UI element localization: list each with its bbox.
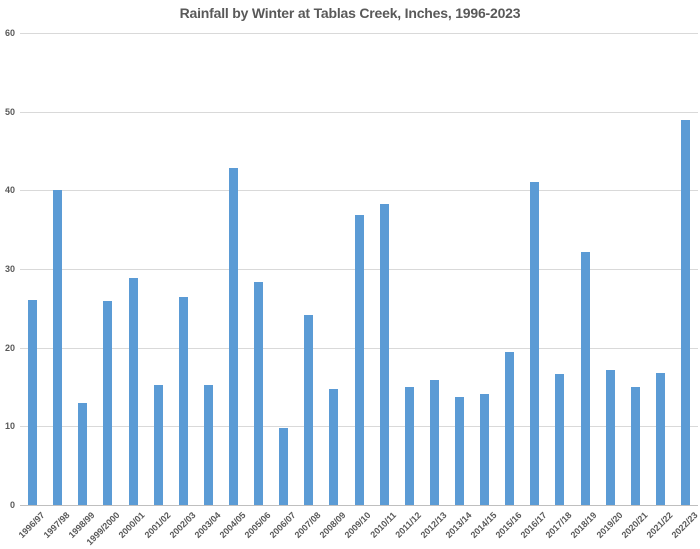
x-axis-tick-label: 1997/98 bbox=[41, 510, 72, 541]
bar-2022-23 bbox=[680, 119, 690, 505]
x-axis-tick-label: 2010/11 bbox=[368, 510, 399, 540]
y-axis-tick-label: 50 bbox=[4, 106, 15, 117]
y-axis-tick-label: 20 bbox=[4, 342, 15, 353]
bar-2008-09 bbox=[329, 388, 339, 505]
gridline bbox=[20, 111, 698, 113]
bar-2015-16 bbox=[505, 351, 515, 505]
bar-2011-12 bbox=[404, 387, 414, 505]
chart-title: Rainfall by Winter at Tablas Creek, Inch… bbox=[179, 5, 521, 21]
bar-2009-10 bbox=[354, 214, 364, 505]
x-axis-tick-label: 2002/03 bbox=[167, 510, 198, 541]
y-axis-tick-label: 10 bbox=[4, 421, 15, 432]
x-axis-tick-label: 2000/01 bbox=[116, 510, 148, 541]
x-axis-tick-label: 2016/17 bbox=[518, 510, 549, 541]
y-axis-tick-label: 40 bbox=[4, 185, 15, 196]
bar-2006-07 bbox=[279, 427, 289, 505]
x-axis-tick-label: 2013/14 bbox=[443, 510, 474, 541]
bar-2013-14 bbox=[454, 397, 464, 505]
x-axis-line bbox=[20, 505, 698, 506]
x-axis-tick-label: 2021/22 bbox=[644, 510, 675, 541]
y-axis-tick-label: 0 bbox=[9, 500, 15, 510]
bar-2018-19 bbox=[580, 251, 590, 505]
bar-2016-17 bbox=[530, 182, 540, 505]
plot-area bbox=[20, 33, 698, 506]
bar-1998-99 bbox=[78, 402, 88, 505]
bar-2010-11 bbox=[379, 204, 389, 505]
bar-2007-08 bbox=[304, 315, 314, 505]
gridline bbox=[20, 33, 698, 34]
y-axis-tick-label: 30 bbox=[4, 264, 15, 274]
y-axis-tick-label: 60 bbox=[4, 28, 15, 38]
x-axis-tick-label: 2001/02 bbox=[142, 510, 173, 541]
x-axis-tick-label: 2006/07 bbox=[267, 510, 298, 541]
x-axis-tick-label: 2019/20 bbox=[594, 510, 625, 541]
x-axis-tick-label: 2011/12 bbox=[393, 510, 424, 540]
x-axis-tick-label: 1996/97 bbox=[16, 510, 47, 541]
x-axis-tick-label: 2004/05 bbox=[217, 510, 248, 541]
x-axis-tick-label: 2005/06 bbox=[242, 510, 273, 541]
x-axis-tick-label: 2007/08 bbox=[292, 510, 323, 541]
bar-2004-05 bbox=[228, 168, 238, 505]
bar-2017-18 bbox=[555, 373, 565, 505]
bar-2000-01 bbox=[128, 277, 138, 505]
bar-2012-13 bbox=[429, 379, 439, 505]
bar-1999-2000 bbox=[103, 301, 113, 505]
bar-2003-04 bbox=[203, 385, 213, 505]
x-axis-tick-label: 2017/18 bbox=[543, 510, 574, 541]
x-axis-tick-label: 2009/10 bbox=[342, 510, 374, 541]
x-axis-tick-label: 2003/04 bbox=[192, 510, 223, 541]
bar-2021-22 bbox=[655, 372, 665, 505]
bar-2019-20 bbox=[605, 369, 615, 505]
x-axis-tick-label: 2014/15 bbox=[468, 510, 499, 541]
x-axis-tick-label: 2008/09 bbox=[317, 510, 348, 541]
bar-2020-21 bbox=[630, 387, 640, 505]
bar-2014-15 bbox=[480, 394, 490, 505]
bar-1996-97 bbox=[28, 299, 38, 505]
bar-2001-02 bbox=[153, 384, 163, 505]
gridline bbox=[20, 190, 698, 192]
x-axis-tick-label: 2020/21 bbox=[619, 510, 650, 541]
bar-2005-06 bbox=[254, 282, 264, 505]
bar-2002-03 bbox=[178, 296, 188, 505]
x-axis-tick-label: 2018/19 bbox=[568, 510, 600, 541]
bar-1997-98 bbox=[53, 190, 63, 505]
x-axis-tick-label: 2022/23 bbox=[669, 510, 700, 541]
x-axis-tick-label: 2015/16 bbox=[493, 510, 524, 541]
x-axis-tick-label: 2012/13 bbox=[418, 510, 449, 541]
